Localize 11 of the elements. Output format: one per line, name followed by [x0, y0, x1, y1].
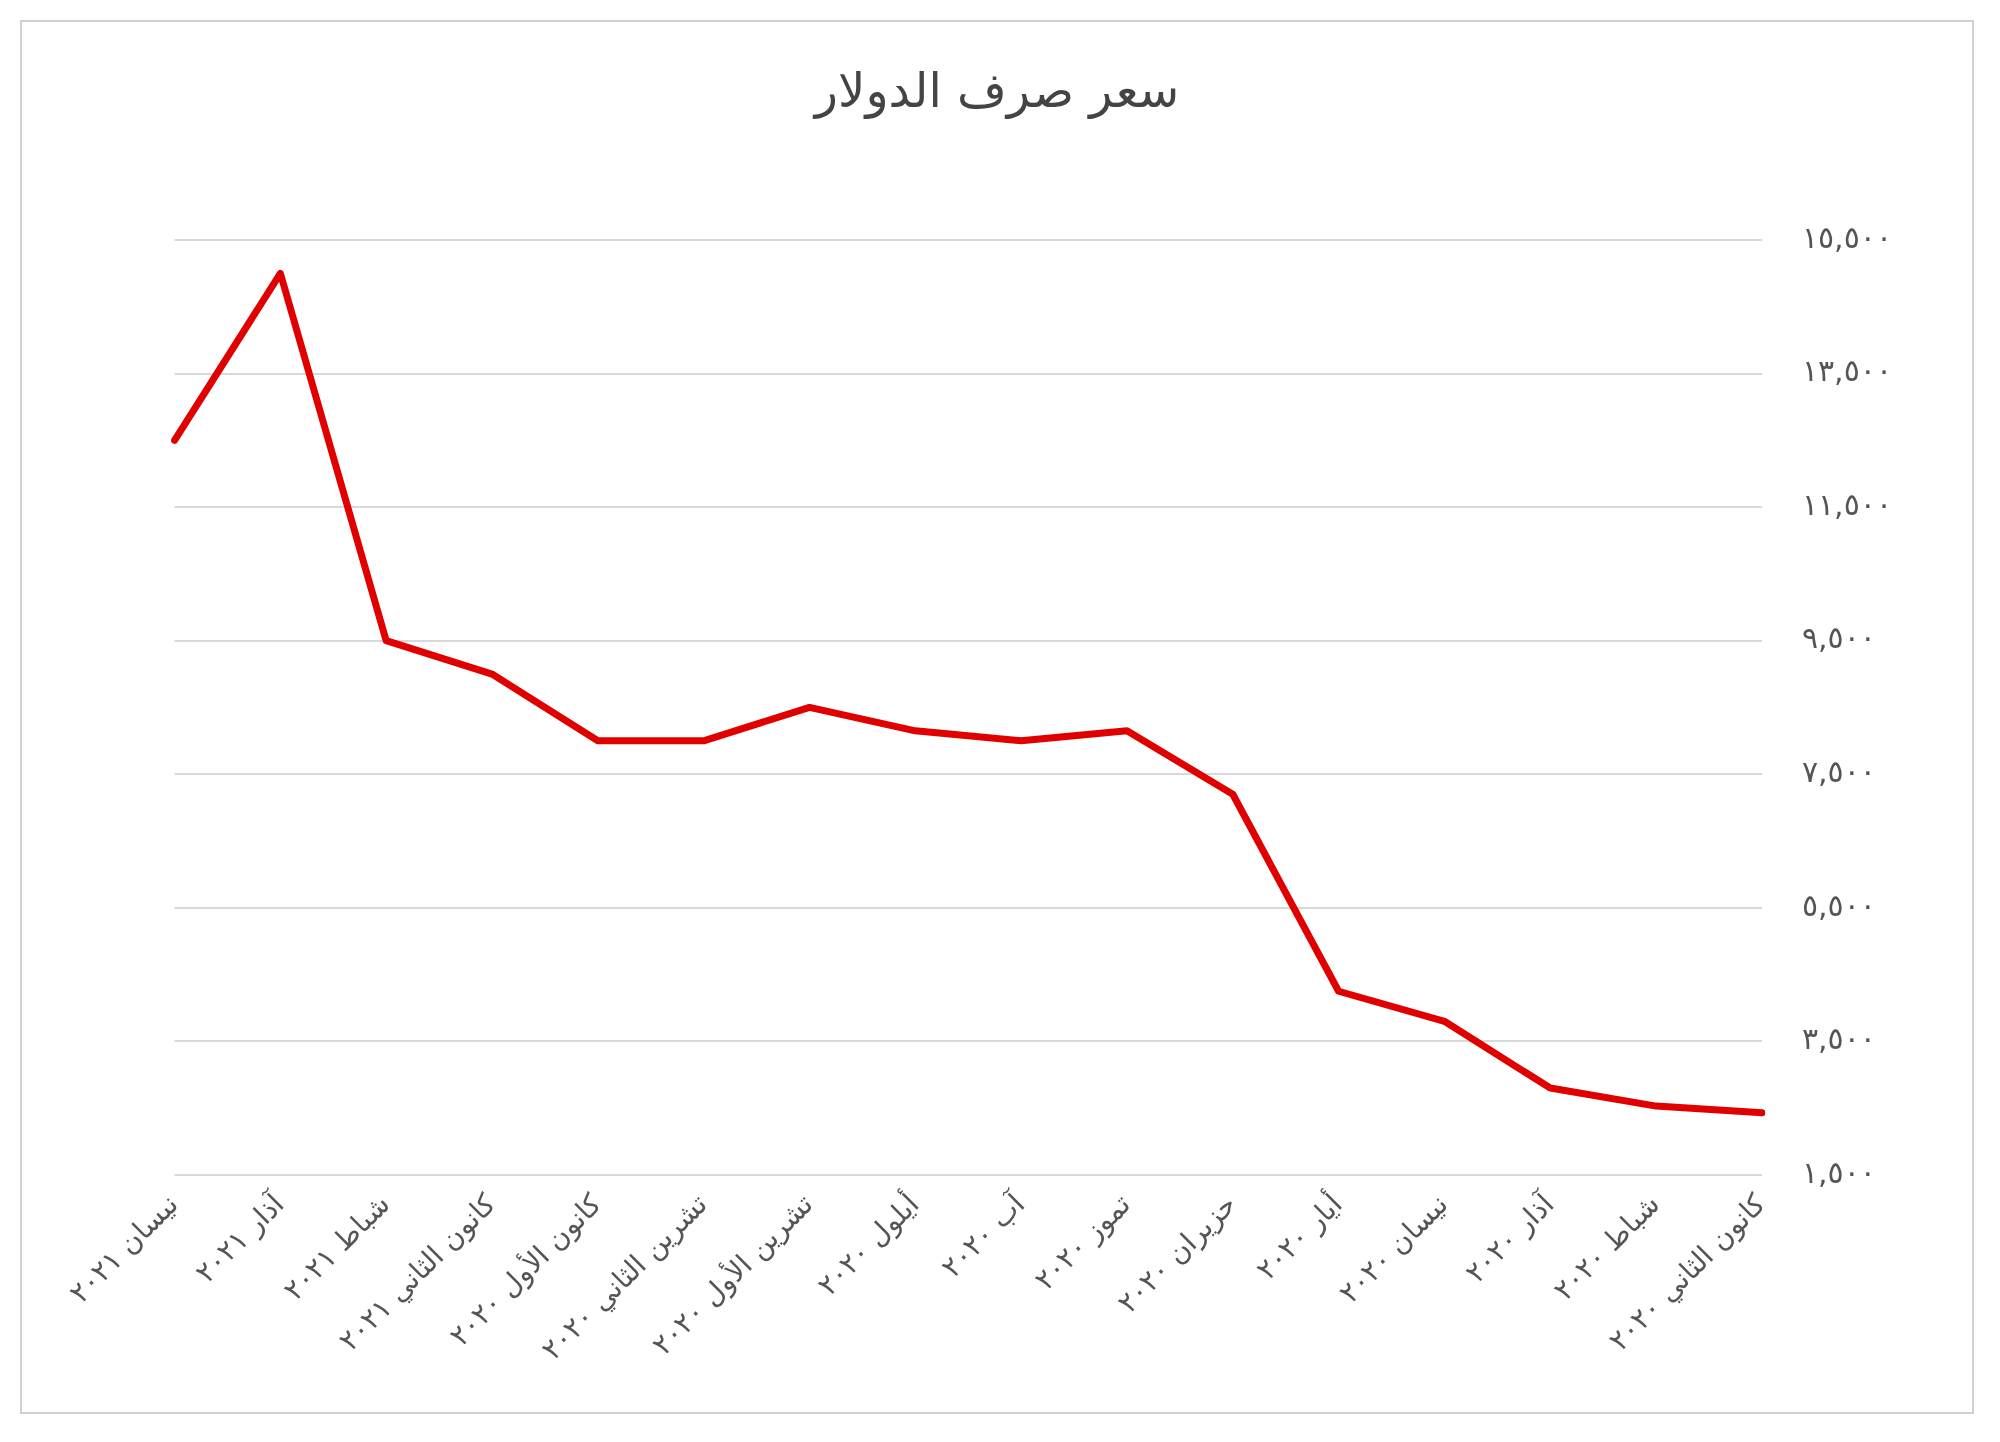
- y-tick-label: ٩,٥٠٠: [1801, 620, 1876, 656]
- y-tick-label: ٥,٥٠٠: [1801, 887, 1876, 923]
- chart-title: سعر صرف الدولار: [811, 62, 1181, 118]
- y-tick-label: ١,٥٠٠: [1801, 1154, 1876, 1190]
- x-tick-label: نيسان ٢٠٢١: [62, 1187, 185, 1310]
- y-tick-label: ١١,٥٠٠: [1801, 486, 1893, 522]
- y-tick-label: ٧,٥٠٠: [1801, 754, 1876, 790]
- x-tick-label: آب ٢٠٢٠: [934, 1186, 1033, 1284]
- y-tick-label: ١٣,٥٠٠: [1801, 353, 1893, 389]
- y-tick-label: ١٥,٥٠٠: [1801, 219, 1893, 255]
- y-tick-label: ٣,٥٠٠: [1801, 1021, 1876, 1057]
